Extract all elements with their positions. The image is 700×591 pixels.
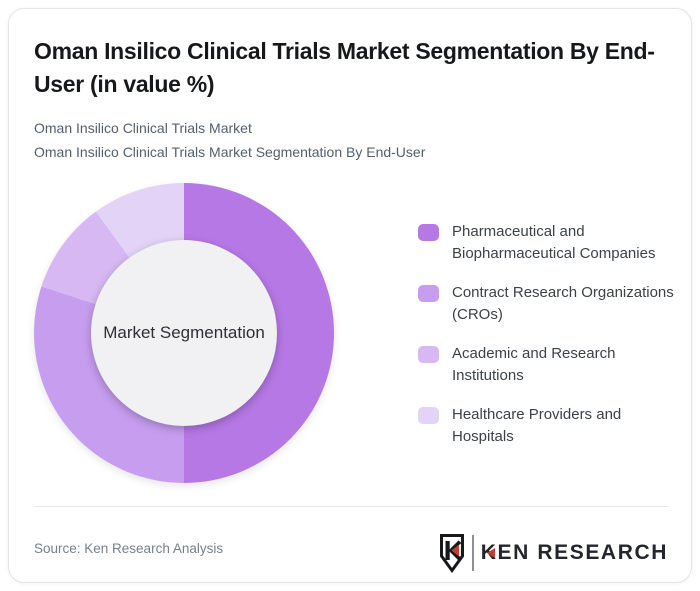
legend-label: Pharmaceutical and Biopharmaceutical Com… [452,223,656,262]
legend-label: Academic and Research Institutions [452,345,616,384]
legend-label: Healthcare Providers and Hospitals [452,406,622,445]
subtitle-line-2: Oman Insilico Clinical Trials Market Seg… [34,144,426,160]
legend-label: Contract Research Organizations (CROs) [452,284,674,323]
legend-swatch-cro [418,285,439,302]
donut-center-label: Market Segmentation [103,323,265,342]
subtitle-block: Oman Insilico Clinical Trials Market Oma… [34,116,425,164]
legend-item: Pharmaceutical and Biopharmaceutical Com… [418,221,680,265]
legend: Pharmaceutical and Biopharmaceutical Com… [418,221,680,448]
chart-card: Oman Insilico Clinical Trials Market Seg… [8,8,692,583]
footer-divider [34,506,668,507]
legend-item: Contract Research Organizations (CROs) [418,282,680,326]
legend-swatch-pharma [418,224,439,241]
logo-text-wrap: KEN RESEARCH [481,541,668,565]
subtitle-line-1: Oman Insilico Clinical Trials Market [34,120,252,136]
legend-swatch-academic [418,346,439,363]
donut-center: Market Segmentation [91,240,277,426]
source-note: Source: Ken Research Analysis [34,541,224,556]
legend-swatch-healthcare [418,407,439,424]
legend-item: Academic and Research Institutions [418,343,680,387]
logo-k-red-triangle-icon [486,548,495,558]
page-title: Oman Insilico Clinical Trials Market Seg… [34,38,655,97]
ken-research-logo: KEN RESEARCH [439,532,668,574]
logo-wordmark: KEN RESEARCH [480,541,668,564]
legend-item: Healthcare Providers and Hospitals [418,404,680,448]
logo-separator [471,535,474,571]
ken-research-shield-icon [439,534,464,573]
